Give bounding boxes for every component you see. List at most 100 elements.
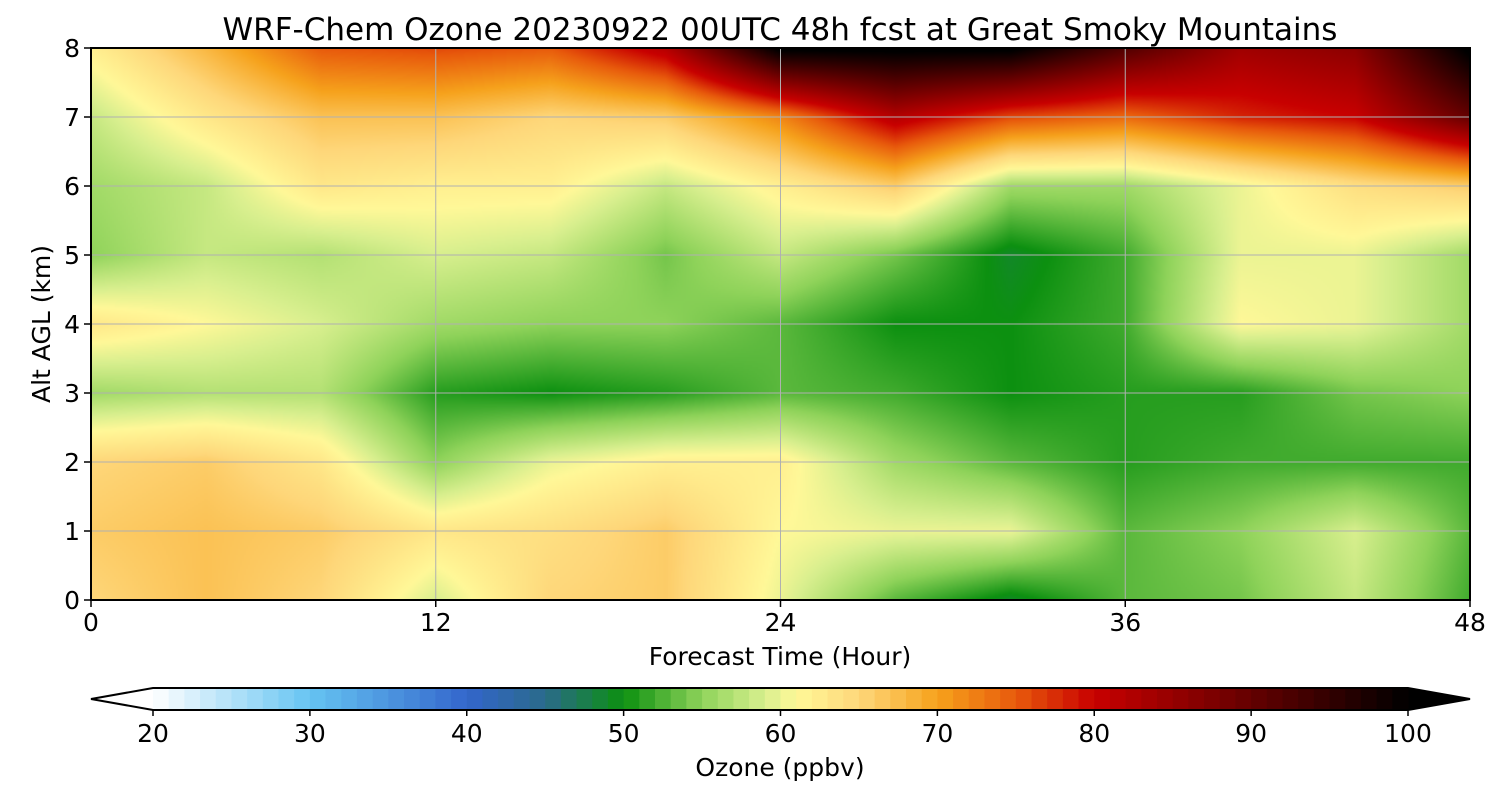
colorbar-segment bbox=[670, 688, 687, 710]
colorbar-low-extension bbox=[91, 688, 153, 710]
colorbar-segment bbox=[764, 688, 782, 710]
colorbar-segment bbox=[153, 688, 170, 710]
colorbar-segment bbox=[513, 688, 531, 710]
colorbar-tick-label: 30 bbox=[294, 719, 326, 748]
x-axis-label: Forecast Time (Hour) bbox=[649, 642, 912, 671]
colorbar-segment bbox=[1062, 688, 1080, 710]
y-tick-label: 4 bbox=[64, 310, 80, 339]
plot-area bbox=[90, 47, 1471, 601]
colorbar-tick-label: 90 bbox=[1235, 719, 1267, 748]
colorbar-segment bbox=[1141, 688, 1158, 710]
colorbar: 20 30 40 50 60 70 80 90 100 Ozone (ppbv) bbox=[90, 687, 1471, 782]
colorbar-segment bbox=[482, 688, 499, 710]
colorbar-segment bbox=[341, 688, 358, 710]
colorbar-segment bbox=[372, 688, 389, 710]
colorbar-tick-label: 70 bbox=[921, 719, 953, 748]
colorbar-segment bbox=[607, 688, 625, 710]
colorbar-segment bbox=[262, 688, 280, 710]
y-tick-label: 8 bbox=[64, 34, 80, 63]
colorbar-ticks: 20 30 40 50 60 70 80 90 100 bbox=[137, 710, 1432, 748]
colorbar-segment bbox=[498, 688, 515, 710]
colorbar-segment bbox=[1235, 688, 1252, 710]
colorbar-segment bbox=[1000, 688, 1017, 710]
colorbar-segment bbox=[937, 688, 954, 710]
colorbar-segment bbox=[404, 688, 421, 710]
colorbar-segment bbox=[843, 688, 860, 710]
colorbar-segment bbox=[655, 688, 672, 710]
x-tick-label: 12 bbox=[420, 608, 452, 637]
colorbar-segment bbox=[1360, 688, 1378, 710]
colorbar-segment bbox=[200, 688, 217, 710]
colorbar-segment bbox=[1031, 688, 1048, 710]
colorbar-high-extension bbox=[1408, 688, 1470, 710]
colorbar-segment bbox=[215, 688, 233, 710]
y-tick-label: 3 bbox=[64, 379, 80, 408]
y-axis-label: Alt AGL (km) bbox=[27, 245, 56, 403]
colorbar-segment bbox=[1047, 688, 1064, 710]
x-tick-label: 0 bbox=[83, 608, 99, 637]
x-tick-label: 48 bbox=[1454, 608, 1486, 637]
colorbar-segment bbox=[874, 688, 891, 710]
colorbar-segment bbox=[1329, 688, 1346, 710]
colorbar-segment bbox=[356, 688, 374, 710]
colorbar-segments bbox=[91, 688, 1470, 710]
colorbar-segment bbox=[1392, 688, 1409, 710]
x-tick-label: 36 bbox=[1109, 608, 1141, 637]
colorbar-segment bbox=[906, 688, 923, 710]
colorbar-segment bbox=[1109, 688, 1127, 710]
colorbar-segment bbox=[388, 688, 405, 710]
colorbar-segment bbox=[545, 688, 562, 710]
colorbar-segment bbox=[1266, 688, 1284, 710]
colorbar-segment bbox=[749, 688, 766, 710]
colorbar-segment bbox=[592, 688, 609, 710]
colorbar-segment bbox=[1251, 688, 1268, 710]
y-tick-label: 1 bbox=[64, 517, 80, 546]
chart-title: WRF-Chem Ozone 20230922 00UTC 48h fcst a… bbox=[223, 12, 1338, 48]
colorbar-segment bbox=[466, 688, 484, 710]
colorbar-segment bbox=[623, 688, 640, 710]
colorbar-segment bbox=[529, 688, 546, 710]
colorbar-segment bbox=[560, 688, 578, 710]
y-axis: 0 1 2 3 4 5 6 7 8 bbox=[64, 34, 91, 615]
colorbar-tick-label: 50 bbox=[608, 719, 640, 748]
colorbar-segment bbox=[247, 688, 264, 710]
colorbar-segment bbox=[1282, 688, 1299, 710]
colorbar-segment bbox=[780, 688, 797, 710]
colorbar-segment bbox=[1313, 688, 1331, 710]
colorbar-segment bbox=[811, 688, 829, 710]
colorbar-segment bbox=[858, 688, 876, 710]
colorbar-segment bbox=[1188, 688, 1205, 710]
colorbar-segment bbox=[451, 688, 468, 710]
colorbar-segment bbox=[796, 688, 813, 710]
colorbar-segment bbox=[1172, 688, 1189, 710]
colorbar-segment bbox=[733, 688, 750, 710]
colorbar-segment bbox=[1376, 688, 1393, 710]
colorbar-tick-label: 60 bbox=[765, 719, 797, 748]
colorbar-segment bbox=[309, 688, 327, 710]
x-tick-label: 24 bbox=[765, 608, 797, 637]
colorbar-segment bbox=[890, 688, 907, 710]
colorbar-segment bbox=[184, 688, 201, 710]
x-axis: 0 12 24 36 48 bbox=[83, 600, 1486, 637]
colorbar-segment bbox=[435, 688, 452, 710]
colorbar-segment bbox=[278, 688, 295, 710]
colorbar-segment bbox=[1298, 688, 1315, 710]
colorbar-segment bbox=[1345, 688, 1362, 710]
colorbar-segment bbox=[231, 688, 248, 710]
colorbar-segment bbox=[1094, 688, 1111, 710]
colorbar-segment bbox=[1157, 688, 1174, 710]
colorbar-segment bbox=[168, 688, 185, 710]
colorbar-tick-label: 40 bbox=[451, 719, 483, 748]
colorbar-segment bbox=[1219, 688, 1237, 710]
y-tick-label: 0 bbox=[64, 586, 80, 615]
colorbar-segment bbox=[1015, 688, 1033, 710]
colorbar-segment bbox=[1078, 688, 1095, 710]
colorbar-segment bbox=[984, 688, 1001, 710]
colorbar-segment bbox=[968, 688, 986, 710]
colorbar-segment bbox=[1204, 688, 1221, 710]
y-tick-label: 2 bbox=[64, 448, 80, 477]
y-tick-label: 7 bbox=[64, 103, 80, 132]
colorbar-segment bbox=[1125, 688, 1142, 710]
colorbar-segment bbox=[717, 688, 735, 710]
